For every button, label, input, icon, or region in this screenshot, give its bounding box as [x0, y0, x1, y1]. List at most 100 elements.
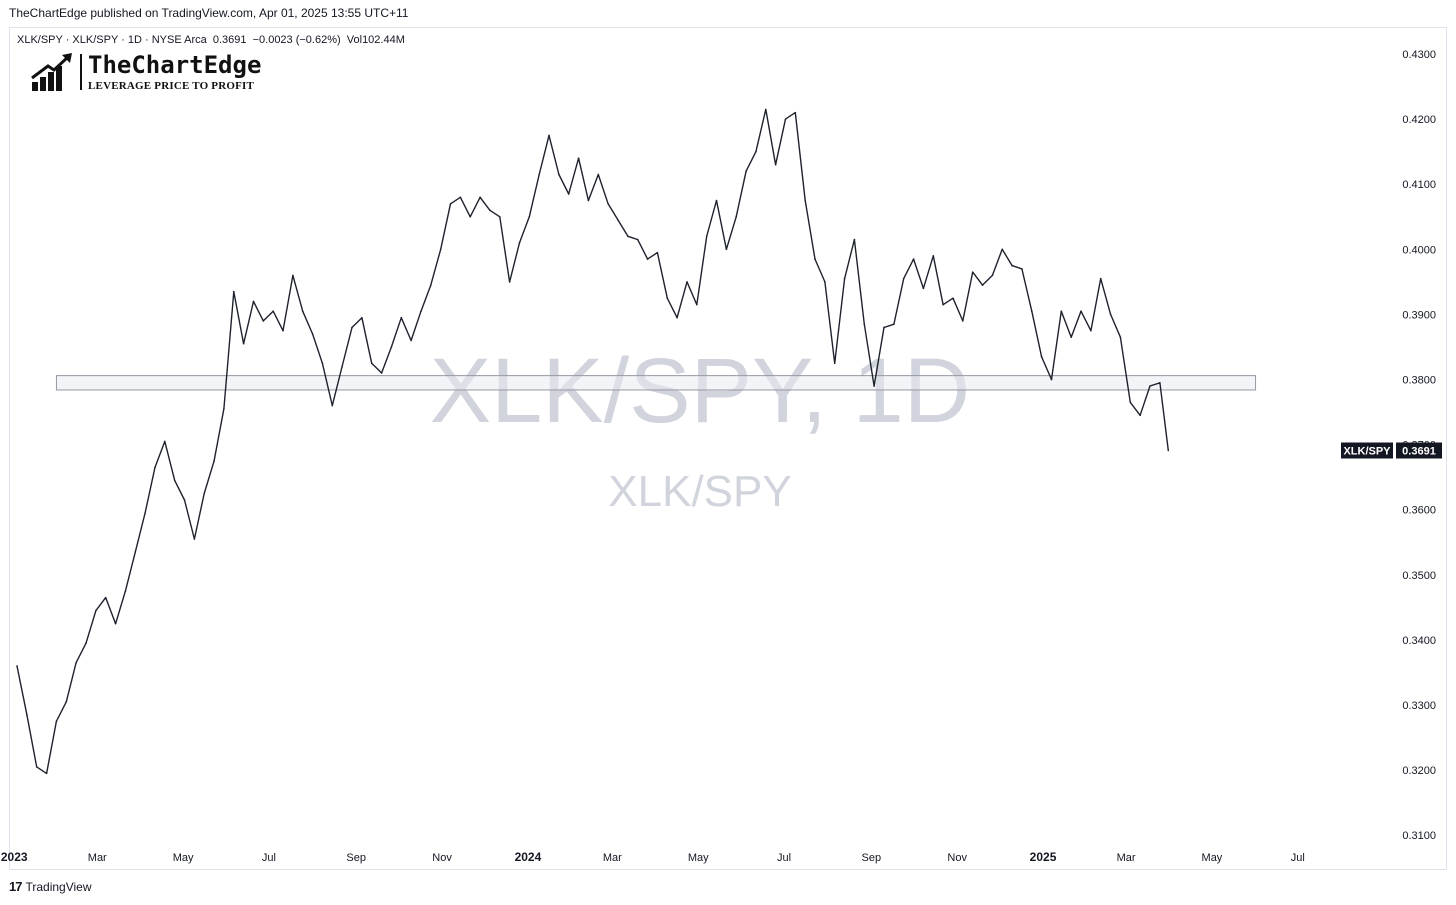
data-point [883, 326, 885, 329]
data-point [35, 766, 38, 768]
x-tick-label: 2023 [1, 850, 28, 864]
data-point [262, 320, 265, 322]
publish-info: TheChartEdge published on TradingView.co… [9, 6, 409, 20]
data-point [380, 372, 383, 374]
x-tick-label: Mar [1117, 852, 1136, 864]
data-point [331, 404, 334, 407]
data-point [833, 362, 836, 365]
data-point [459, 196, 462, 199]
data-point [538, 173, 540, 176]
data-point [528, 215, 531, 218]
data-point [902, 277, 905, 280]
data-point [577, 157, 580, 159]
last-price-value-label: 0.3691 [1402, 445, 1436, 457]
data-point [252, 300, 255, 303]
y-tick-label: 0.3400 [1402, 635, 1436, 647]
data-point [755, 150, 757, 153]
data-point [508, 281, 511, 283]
data-point [410, 339, 412, 342]
data-point [1119, 336, 1122, 339]
data-point [124, 590, 127, 592]
data-point [814, 258, 816, 260]
data-point [962, 320, 964, 322]
data-point [518, 242, 521, 244]
data-point [912, 258, 915, 260]
tradingview-footer[interactable]: 17 TradingView [9, 879, 92, 894]
data-point [479, 196, 481, 199]
data-point [1050, 378, 1053, 381]
x-tick-label: Mar [88, 852, 107, 864]
x-tick-label: 2024 [515, 850, 542, 864]
data-point [686, 281, 688, 283]
data-point [1060, 310, 1063, 312]
data-point [301, 310, 304, 312]
data-point [656, 251, 659, 254]
y-tick-label: 0.4100 [1402, 179, 1436, 191]
data-point [666, 297, 669, 299]
data-point [1109, 313, 1112, 316]
data-point [676, 316, 678, 319]
data-point [420, 310, 422, 312]
data-point [715, 199, 718, 202]
data-point [764, 108, 767, 111]
data-point [104, 596, 107, 599]
y-tick-label: 0.4000 [1402, 244, 1436, 256]
data-point [223, 408, 225, 410]
data-point [607, 202, 609, 205]
chart-frame [9, 27, 1447, 870]
data-point [282, 329, 284, 332]
data-point [430, 284, 432, 286]
data-point [1001, 248, 1004, 251]
brand-name: TheChartEdge [88, 51, 262, 79]
data-point [390, 346, 393, 348]
data-point [774, 163, 777, 166]
data-point [370, 362, 373, 365]
data-point [351, 326, 353, 329]
data-point [173, 479, 176, 482]
data-point [942, 303, 944, 306]
data-point [981, 284, 984, 286]
data-point [1070, 336, 1072, 339]
data-point [1030, 310, 1033, 312]
data-point [193, 538, 196, 540]
data-point [804, 199, 806, 202]
x-tick-label: May [1202, 852, 1223, 864]
data-point [292, 274, 294, 277]
data-point [548, 134, 550, 137]
y-tick-label: 0.3300 [1402, 700, 1436, 712]
data-point [154, 466, 156, 469]
time-axis[interactable]: 2023 Mar May Jul Sep Nov 2024 Mar May Jul Sep Nov 20… [1, 850, 1305, 864]
data-point [1149, 385, 1151, 387]
data-point [321, 362, 324, 365]
last-price-value-tag [1396, 442, 1442, 459]
data-point [853, 238, 856, 241]
data-point [232, 290, 235, 293]
y-tick-label: 0.3500 [1402, 570, 1436, 582]
y-tick-label: 0.3800 [1402, 375, 1436, 387]
data-point [1080, 310, 1082, 312]
data-point [272, 310, 274, 312]
data-point [587, 199, 590, 202]
data-point [95, 609, 97, 612]
data-point [636, 238, 639, 241]
data-point [164, 440, 166, 443]
watermark-sub: XLK/SPY [608, 467, 791, 516]
data-point [26, 714, 28, 716]
y-tick-label: 0.3900 [1402, 309, 1436, 321]
symbol-legend[interactable]: XLK/SPY · XLK/SPY · 1D · NYSE Arca 0.369… [17, 34, 405, 46]
data-point [922, 287, 925, 290]
data-point [1167, 449, 1170, 452]
support-zone-rectangle[interactable] [55, 375, 1257, 391]
data-point [242, 342, 245, 345]
x-tick-label: Mar [603, 852, 622, 864]
data-point [646, 258, 649, 260]
data-point [144, 512, 146, 514]
data-point [971, 271, 974, 273]
data-point [439, 248, 442, 251]
data-point [1011, 264, 1013, 267]
data-point [597, 173, 600, 176]
y-tick-label: 0.4200 [1402, 114, 1436, 126]
brand-separator [80, 54, 82, 90]
data-point [489, 209, 491, 212]
